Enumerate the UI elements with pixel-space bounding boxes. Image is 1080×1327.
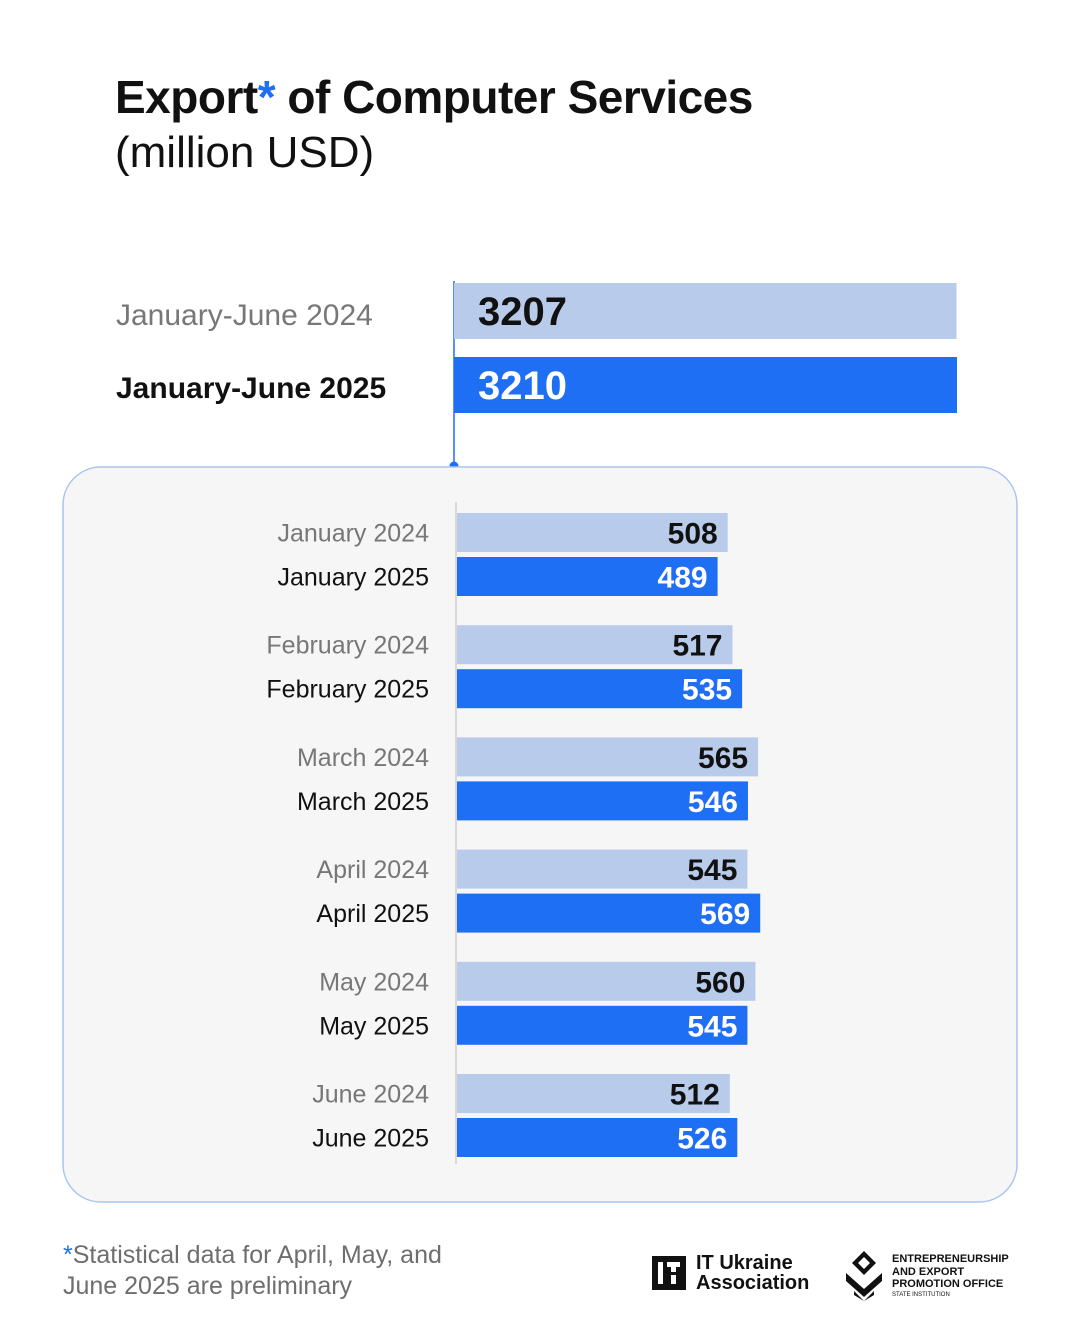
bar-april-2024 (457, 849, 748, 889)
category-label-february-2025: February 2025 (266, 676, 429, 704)
it-ukraine-line1: IT Ukraine (696, 1252, 793, 1274)
value-label-march-2025: 546 (688, 786, 738, 819)
it-ukraine-line2: Association (696, 1272, 810, 1294)
value-label-may-2024: 560 (695, 966, 745, 999)
summary-category-label-1: January-June 2024 (116, 299, 373, 332)
category-label-may-2025: May 2025 (319, 1012, 429, 1040)
category-label-february-2024: February 2024 (266, 632, 429, 660)
title-asterisk: * (257, 71, 276, 123)
category-label-january-2024: January 2024 (277, 520, 429, 548)
value-label-february-2025: 535 (682, 674, 732, 707)
bar-february-2024 (457, 625, 733, 665)
category-label-march-2025: March 2025 (297, 788, 429, 816)
bar-june-2024 (457, 1074, 730, 1113)
value-label-april-2024: 545 (687, 854, 737, 887)
category-label-january-2025: January 2025 (277, 564, 429, 592)
category-label-june-2024: June 2024 (312, 1081, 429, 1109)
bar-may-2025 (457, 1005, 748, 1045)
value-label-january-2025: 489 (658, 562, 708, 595)
bar-april-2025 (457, 893, 761, 933)
bar-january-2025 (457, 557, 718, 596)
summary-value-label-1: 3207 (478, 290, 567, 334)
value-label-june-2025: 526 (677, 1123, 727, 1156)
category-label-may-2024: May 2024 (319, 968, 429, 996)
bar-february-2025 (457, 669, 743, 709)
value-label-february-2024: 517 (672, 630, 722, 663)
summary-bar-1 (454, 283, 957, 339)
footnote-text: Statistical data for April, May, and Jun… (63, 1241, 442, 1300)
eepo-logo: ENTREPRENEURSHIP AND EXPORT PROMOTION OF… (846, 1251, 1009, 1301)
value-label-march-2024: 565 (698, 742, 748, 775)
summary-category-label-2: January-June 2025 (116, 372, 386, 405)
bar-may-2024 (457, 961, 756, 1001)
summary-bar-2 (454, 357, 958, 413)
it-ukraine-logo-icon (652, 1256, 686, 1290)
category-label-april-2025: April 2025 (316, 900, 429, 928)
bar-january-2024 (457, 513, 728, 552)
monthly-panel (62, 466, 1018, 1203)
category-label-april-2024: April 2024 (316, 856, 429, 884)
value-label-january-2024: 508 (668, 518, 718, 551)
value-label-may-2025: 545 (687, 1010, 737, 1043)
bar-march-2024 (457, 737, 759, 777)
footnote: *Statistical data for April, May, and Ju… (63, 1240, 483, 1302)
chart-title: Export* of Computer Services (115, 71, 753, 123)
category-label-march-2024: March 2024 (297, 744, 429, 772)
eepo-line4: STATE INSTITUTION (892, 1291, 950, 1298)
footnote-asterisk: * (63, 1241, 73, 1269)
bar-june-2025 (457, 1118, 738, 1157)
bar-march-2025 (457, 781, 748, 821)
value-label-april-2025: 569 (700, 898, 750, 931)
value-label-june-2024: 512 (670, 1079, 720, 1112)
eepo-logo-icon (846, 1251, 882, 1301)
eepo-line3: PROMOTION OFFICE (892, 1278, 1004, 1291)
category-label-june-2025: June 2025 (312, 1125, 429, 1153)
eepo-line1: ENTREPRENEURSHIP (892, 1253, 1009, 1266)
it-ukraine-logo: IT Ukraine Association (652, 1253, 809, 1293)
chart-subtitle: (million USD) (115, 128, 375, 177)
eepo-line2: AND EXPORT (892, 1265, 965, 1278)
summary-value-label-2: 3210 (478, 364, 567, 408)
